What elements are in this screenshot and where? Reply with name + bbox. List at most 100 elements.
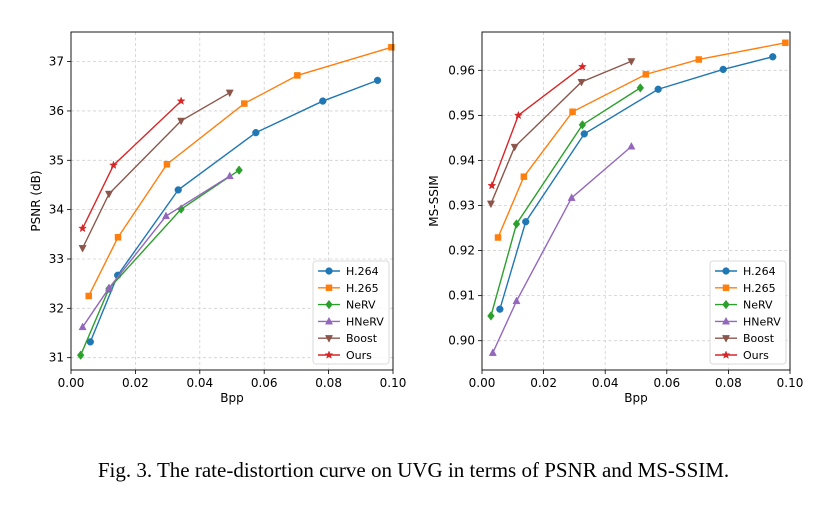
legend-label: NeRV: [346, 299, 376, 312]
data-point: [109, 160, 118, 170]
x-tick-label: 0.00: [469, 376, 496, 390]
data-point: [487, 180, 497, 190]
data-point: [78, 245, 87, 253]
data-point: [163, 160, 171, 168]
data-point: [388, 44, 395, 51]
y-tick-label: 32: [49, 301, 64, 315]
x-axis-label: Bpp: [220, 391, 243, 405]
data-point: [487, 311, 495, 321]
data-point: [494, 234, 502, 241]
data-point: [235, 165, 243, 175]
legend-label: H.265: [743, 282, 776, 295]
data-point: [654, 85, 662, 93]
y-tick-label: 35: [49, 153, 64, 167]
data-point: [177, 117, 186, 126]
data-point: [577, 78, 586, 87]
data-point: [769, 53, 777, 61]
legend-marker: [721, 316, 731, 325]
x-axis-label: Bpp: [624, 391, 647, 405]
y-tick-label: 34: [49, 203, 64, 217]
series-line: [490, 87, 641, 317]
legend-marker: [721, 335, 731, 343]
data-point: [627, 141, 636, 150]
data-point: [240, 100, 248, 107]
data-point: [161, 211, 171, 220]
series-line: [499, 56, 773, 310]
legend-marker: [722, 299, 730, 310]
data-point: [488, 348, 497, 356]
legend-label: HNeRV: [346, 315, 384, 328]
y-axis-label: PSNR (dB): [29, 170, 43, 231]
y-tick-label: 0.92: [448, 244, 475, 258]
x-tick-label: 0.02: [530, 376, 557, 390]
series-h264: [86, 76, 382, 346]
data-point: [225, 171, 234, 180]
series-ours: [487, 61, 587, 190]
x-tick-label: 0.08: [715, 376, 742, 390]
data-point: [76, 350, 85, 360]
series-nerv: [487, 83, 645, 321]
data-point: [319, 97, 327, 105]
legend-label: Ours: [743, 349, 769, 362]
data-point: [580, 130, 588, 138]
data-point: [522, 218, 530, 226]
legend-label: Boost: [346, 332, 378, 345]
legend-marker: [721, 350, 731, 359]
y-tick-label: 36: [49, 104, 64, 118]
series-boost: [486, 58, 636, 209]
x-tick-label: 0.08: [315, 376, 342, 390]
data-point: [294, 72, 301, 79]
series-line: [497, 42, 786, 238]
y-tick-label: 0.95: [448, 108, 475, 122]
legend-label: HNeRV: [743, 315, 781, 328]
ms-ssim-chart: 0.00 0.02 0.04 0.06 0.08 0.10 0.90 0.91 0.92 0.93…: [427, 31, 803, 405]
figure-caption: Fig. 3. The rate-distortion curve on UVG…: [97, 458, 730, 482]
legend-label: H.264: [346, 265, 379, 278]
legend-label: H.264: [743, 265, 776, 278]
legend-label: NeRV: [743, 299, 773, 312]
series-ours: [78, 96, 186, 233]
series-h265: [85, 44, 395, 300]
data-point: [577, 61, 587, 71]
legend-label: Ours: [346, 349, 372, 362]
plot-frame: [70, 31, 394, 371]
data-point: [373, 76, 382, 85]
data-point: [567, 193, 576, 201]
data-point: [85, 292, 92, 300]
data-point: [78, 322, 87, 331]
series-line: [490, 60, 632, 204]
data-point: [642, 71, 650, 78]
y-tick-label: 0.91: [448, 289, 475, 303]
data-point: [176, 96, 186, 105]
y-tick-label: 0.96: [448, 63, 475, 77]
y-tick-label: 0.90: [448, 334, 475, 348]
series-line: [82, 175, 231, 328]
legend-marker: [325, 299, 333, 310]
y-axis-label: MS-SSIM: [427, 175, 441, 226]
y-tick-label: 0.94: [448, 153, 475, 167]
legend-marker: [325, 284, 333, 292]
data-point: [695, 56, 703, 63]
series-hnerv: [78, 171, 234, 331]
data-point: [114, 234, 122, 241]
data-point: [104, 190, 114, 199]
data-point: [578, 120, 587, 130]
data-point: [252, 129, 260, 137]
data-point: [719, 65, 727, 74]
legend-marker: [722, 284, 730, 292]
data-point: [512, 219, 521, 229]
series-line: [89, 79, 378, 343]
data-point: [513, 110, 523, 120]
data-point: [569, 108, 576, 116]
series-h265: [494, 39, 789, 241]
series-line: [80, 169, 240, 356]
data-point: [486, 200, 495, 209]
data-point: [636, 83, 645, 93]
data-point: [78, 223, 88, 233]
data-point: [104, 283, 114, 292]
data-point: [510, 143, 519, 152]
series-hnerv: [488, 141, 636, 356]
series-boost: [78, 89, 234, 253]
y-tick-label: 31: [49, 351, 64, 365]
x-tick-label: 0.04: [186, 376, 213, 390]
